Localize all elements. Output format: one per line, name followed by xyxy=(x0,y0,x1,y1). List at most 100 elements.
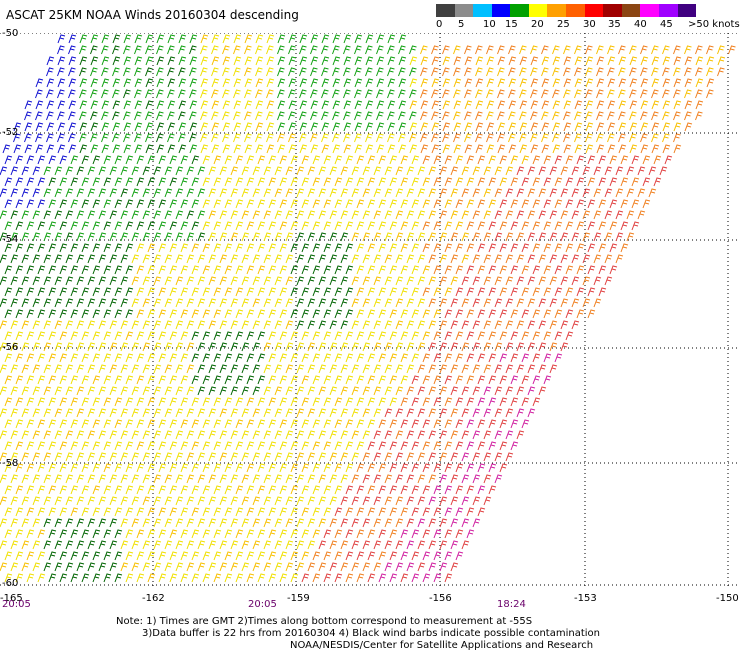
wind-barb xyxy=(345,155,354,165)
wind-barb xyxy=(164,364,173,374)
wind-barb xyxy=(406,276,415,286)
wind-barb xyxy=(345,199,354,209)
wind-barb xyxy=(406,342,415,352)
wind-barb xyxy=(186,298,195,308)
wind-barb xyxy=(92,551,101,561)
wind-barb xyxy=(37,441,46,451)
wind-barb xyxy=(21,474,30,484)
wind-barb xyxy=(541,111,549,121)
wind-barb xyxy=(57,122,66,132)
wind-barb xyxy=(609,243,618,253)
wind-barb xyxy=(552,100,561,110)
wind-barb xyxy=(65,298,74,308)
wind-barb xyxy=(494,364,503,374)
wind-barb xyxy=(400,507,409,517)
wind-barb xyxy=(54,562,63,572)
wind-barb xyxy=(277,122,286,132)
wind-barb xyxy=(450,320,459,330)
wind-barb xyxy=(290,177,299,187)
wind-barb xyxy=(109,540,118,550)
wind-barb xyxy=(158,199,167,209)
time-label-2: 20:05 xyxy=(248,599,277,610)
wind-barb xyxy=(142,298,151,308)
wind-barb xyxy=(98,298,107,308)
wind-barb xyxy=(411,265,420,275)
wind-barb xyxy=(125,221,134,231)
wind-barb xyxy=(505,276,514,286)
wind-barb xyxy=(560,342,569,352)
wind-barb xyxy=(21,254,30,264)
wind-barb xyxy=(202,221,211,231)
wind-barb xyxy=(70,375,79,385)
wind-barb xyxy=(125,243,134,253)
colorbar-swatch xyxy=(528,4,548,17)
wind-barb xyxy=(158,155,167,165)
wind-barb xyxy=(26,177,35,187)
wind-barb xyxy=(323,507,332,517)
wind-barb xyxy=(310,56,319,66)
wind-barb xyxy=(32,254,41,264)
wind-barb xyxy=(521,221,530,231)
wind-barb xyxy=(362,496,371,506)
wind-barb xyxy=(516,298,525,308)
wind-barb xyxy=(125,199,134,209)
wind-barb xyxy=(343,78,352,88)
wind-barb xyxy=(35,78,44,88)
wind-barb xyxy=(387,89,395,99)
wind-barb xyxy=(70,419,79,429)
wind-barb xyxy=(389,287,398,297)
wind-barb xyxy=(279,485,288,495)
wind-barb xyxy=(312,529,321,539)
wind-barb xyxy=(54,452,63,462)
wind-barb xyxy=(219,540,228,550)
wind-barb xyxy=(618,56,627,66)
wind-barb xyxy=(219,276,228,286)
wind-barb xyxy=(26,463,35,473)
wind-barb xyxy=(290,309,299,319)
wind-barb xyxy=(123,144,132,154)
wind-barb xyxy=(180,375,189,385)
wind-barb xyxy=(406,518,415,528)
wind-barb xyxy=(389,463,398,473)
wind-barb xyxy=(219,210,228,220)
wind-barb xyxy=(406,474,415,484)
wind-barb xyxy=(230,364,239,374)
wind-barb xyxy=(76,210,85,220)
wind-barb xyxy=(0,232,8,242)
wind-barb xyxy=(230,540,239,550)
wind-barb xyxy=(202,243,211,253)
wind-barb xyxy=(213,353,222,363)
wind-barb xyxy=(466,419,475,429)
wind-barb xyxy=(48,573,57,583)
wind-barb xyxy=(321,45,329,55)
wind-barb xyxy=(519,56,528,66)
wind-barb xyxy=(598,199,607,209)
wind-barb xyxy=(120,320,129,330)
wind-barb xyxy=(213,397,222,407)
wind-barb xyxy=(131,188,140,198)
wind-barb xyxy=(296,518,305,528)
wind-barb xyxy=(268,419,277,429)
wind-barb xyxy=(32,232,41,242)
wind-barb xyxy=(142,254,151,264)
wind-barb xyxy=(76,342,85,352)
wind-barb xyxy=(332,122,341,132)
wind-barb xyxy=(26,573,35,583)
wind-barb xyxy=(340,518,349,528)
wind-barb xyxy=(466,507,475,517)
wind-barb xyxy=(81,309,90,319)
wind-barb xyxy=(59,331,68,341)
wind-barb xyxy=(125,485,134,495)
wind-barb xyxy=(142,342,151,352)
wind-barb xyxy=(400,309,409,319)
wind-barb xyxy=(389,397,398,407)
wind-barb xyxy=(554,287,563,297)
wind-barb xyxy=(497,100,506,110)
wind-barb xyxy=(560,276,569,286)
wind-barb xyxy=(356,177,365,187)
wind-barb xyxy=(15,287,24,297)
wind-barb xyxy=(442,56,451,66)
wind-barb xyxy=(65,430,74,440)
wind-barb xyxy=(400,375,409,385)
wind-barb xyxy=(158,221,167,231)
